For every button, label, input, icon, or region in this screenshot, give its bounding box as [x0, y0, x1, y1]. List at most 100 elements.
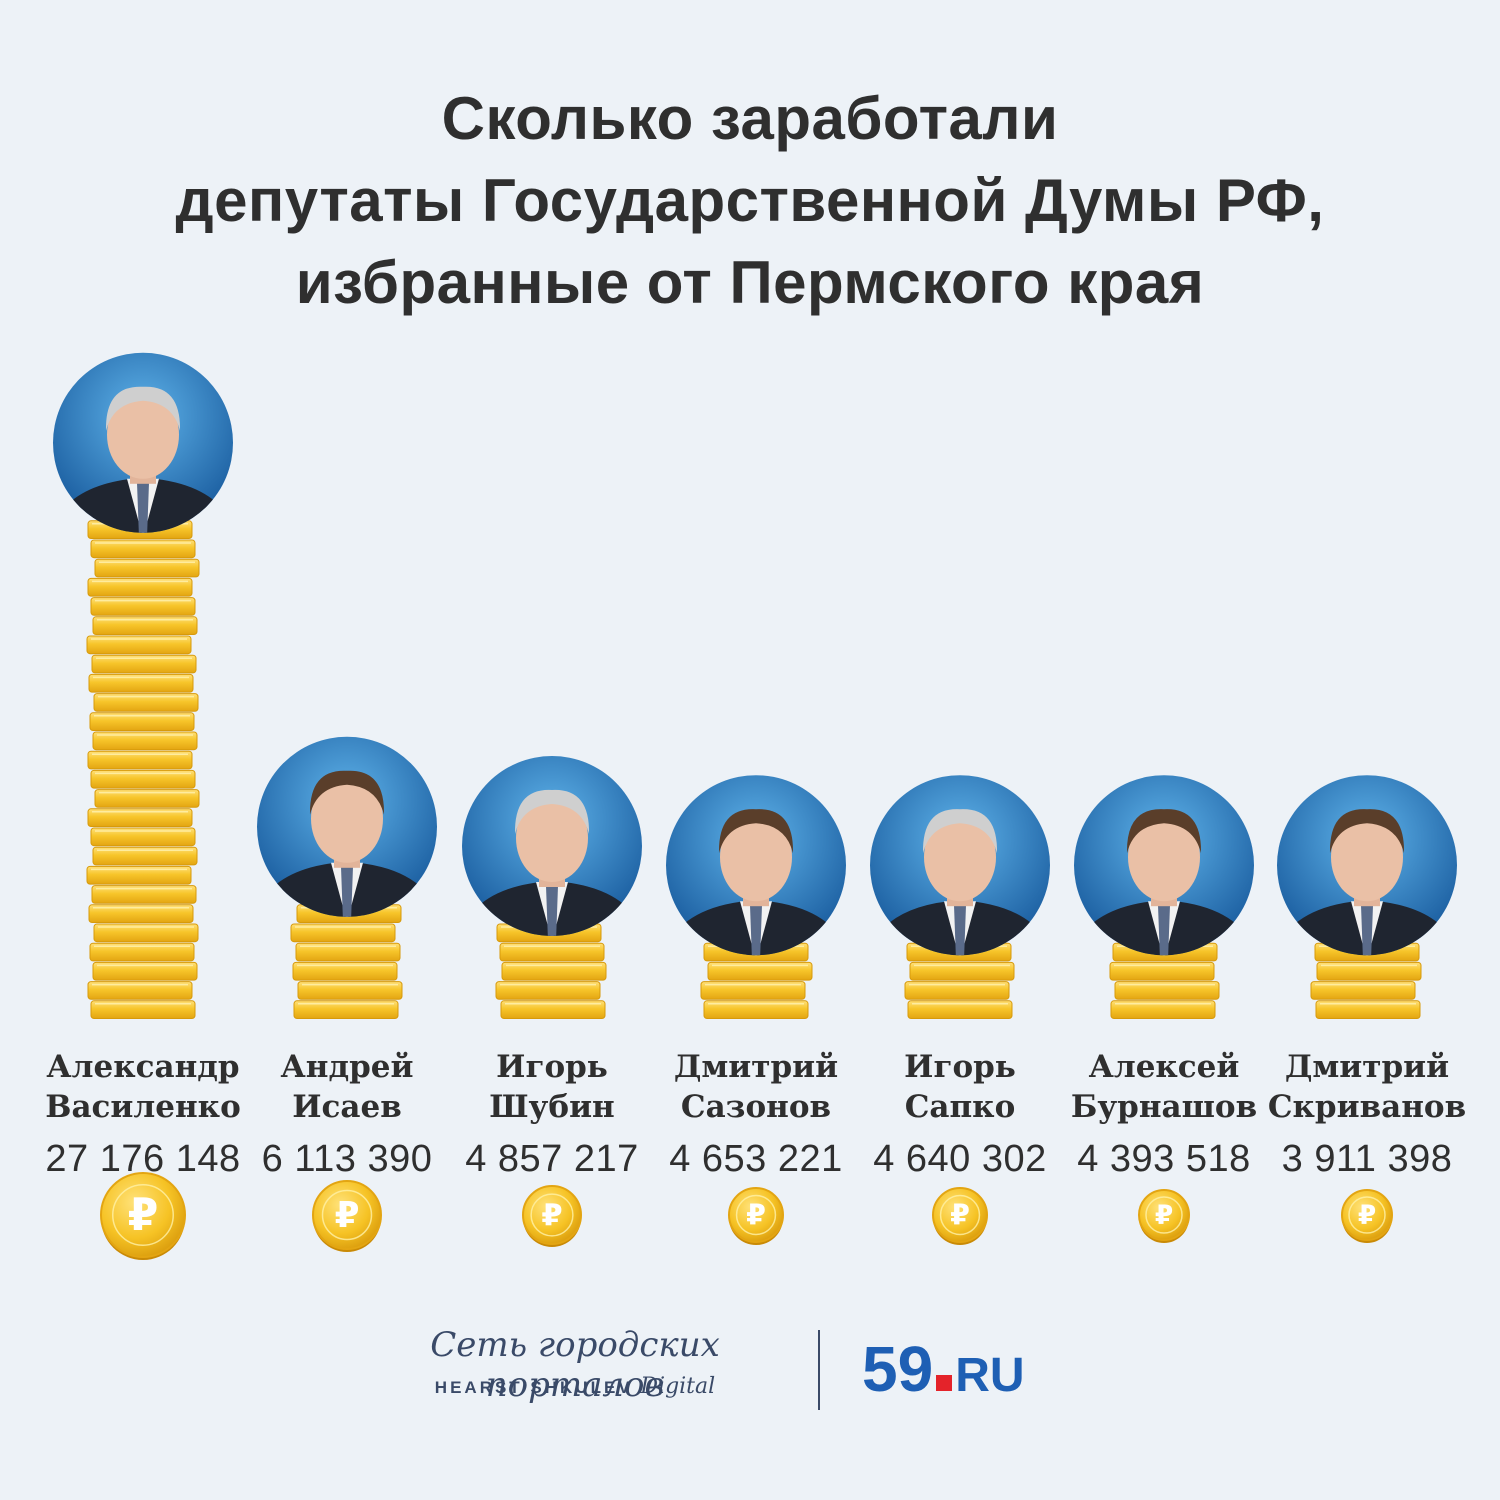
title-line-2: депутаты Государственной Думы РФ,: [175, 167, 1325, 234]
hair-shape: [922, 809, 998, 854]
coin: [1109, 961, 1215, 981]
ruble-coin-icon: ₽: [522, 1185, 582, 1247]
ruble-coin-icon: ₽: [1138, 1189, 1190, 1243]
coin: [89, 942, 195, 962]
face-shape: [924, 813, 996, 902]
last-name: Шубин: [489, 1089, 615, 1125]
tie-shape: [341, 866, 353, 917]
coin: [907, 1000, 1013, 1019]
ruble-symbol: ₽: [1155, 1201, 1173, 1231]
last-name: Василенко: [45, 1089, 241, 1125]
coin: [904, 981, 1010, 1000]
hearst-logo: HEARST SHKULEV Digital: [360, 1374, 790, 1399]
coin: [87, 808, 193, 827]
ruble-coin-icon: ₽: [932, 1187, 988, 1245]
coin: [91, 654, 197, 674]
coin: [92, 616, 198, 635]
first-name: Игорь: [496, 1049, 608, 1085]
last-name: Исаев: [292, 1089, 402, 1125]
earnings-value: 4 857 217: [465, 1138, 639, 1180]
tie-shape: [1361, 905, 1373, 956]
coin-stack: [290, 904, 403, 1019]
site-logo-dot: [936, 1375, 953, 1391]
title-line-3: избранные от Пермского края: [295, 249, 1205, 316]
coin: [90, 597, 196, 616]
coin: [92, 961, 198, 981]
hair-shape: [718, 809, 794, 854]
tie-shape: [137, 482, 149, 533]
last-name: Сазонов: [680, 1089, 832, 1125]
coin: [91, 885, 197, 904]
coin: [94, 789, 200, 808]
coin-stack: [86, 520, 200, 1019]
tie-shape: [750, 905, 762, 956]
deputy-photo: [53, 352, 233, 533]
coin: [88, 673, 194, 693]
site-logo[interactable]: 59 RU: [862, 1334, 1025, 1404]
page-title: Сколько заработали депутаты Государствен…: [0, 78, 1500, 324]
ruble-coin-icon: ₽: [100, 1172, 186, 1260]
ruble-coin-icon: ₽: [312, 1180, 382, 1252]
coin: [87, 750, 193, 770]
face-shape: [1331, 813, 1403, 902]
ruble-symbol: ₽: [541, 1198, 562, 1233]
hair-shape: [514, 789, 590, 834]
coin: [1310, 981, 1416, 1000]
deputy-name: Дмитрий Скриванов: [1267, 1047, 1467, 1127]
last-name: Бурнашов: [1070, 1089, 1258, 1125]
coin: [495, 981, 601, 1000]
deputy-name: Игорь Сапко: [860, 1047, 1060, 1127]
coin: [88, 904, 194, 923]
hair-shape: [105, 386, 181, 431]
ruble-symbol: ₽: [746, 1199, 766, 1232]
coin-stack: [495, 923, 607, 1019]
hearst-digital: Digital: [640, 1374, 716, 1399]
site-tld: RU: [955, 1349, 1025, 1402]
ruble-coin-icon: ₽: [1341, 1189, 1393, 1243]
tie-shape: [954, 905, 966, 956]
coin: [703, 1000, 809, 1019]
deputy-photo: [462, 756, 642, 936]
deputy-photo: [870, 775, 1050, 956]
coin: [499, 942, 605, 962]
coin: [707, 961, 813, 981]
earnings-value: 4 393 518: [1077, 1138, 1251, 1180]
coin: [90, 1000, 196, 1019]
ruble-coin-icon: ₽: [728, 1187, 784, 1245]
first-name: Алексей: [1088, 1049, 1240, 1085]
coin: [93, 693, 199, 712]
coin: [90, 769, 196, 789]
coin: [501, 961, 607, 981]
face-shape: [1128, 813, 1200, 902]
earnings-value: 27 176 148: [45, 1138, 241, 1180]
coin: [290, 923, 396, 943]
coin: [90, 827, 196, 847]
deputy-name: Игорь Шубин: [452, 1047, 652, 1127]
coin: [89, 712, 195, 731]
coin: [1316, 961, 1422, 981]
coin: [1315, 1000, 1421, 1019]
face-shape: [720, 813, 792, 902]
first-name: Андрей: [280, 1049, 414, 1085]
deputy-name: Дмитрий Сазонов: [656, 1047, 856, 1127]
title-line-1: Сколько заработали: [441, 85, 1059, 152]
deputy-name: Алексей Бурнашов: [1064, 1047, 1264, 1127]
coin: [93, 923, 199, 943]
face-shape: [311, 774, 383, 863]
coin: [909, 961, 1015, 981]
first-name: Игорь: [904, 1049, 1016, 1085]
first-name: Дмитрий: [1284, 1049, 1450, 1085]
tie-shape: [1158, 905, 1170, 956]
earnings-value: 4 653 221: [669, 1138, 843, 1180]
footer-divider: [818, 1330, 820, 1410]
coin: [500, 1000, 606, 1019]
coin: [92, 846, 198, 866]
deputy-name: Андрей Исаев: [247, 1047, 447, 1127]
face-shape: [516, 794, 588, 882]
coin: [92, 731, 198, 751]
earnings-value: 3 911 398: [1281, 1138, 1453, 1180]
ruble-symbol: ₽: [950, 1199, 970, 1232]
coin: [86, 635, 192, 655]
first-name: Александр: [46, 1049, 240, 1085]
